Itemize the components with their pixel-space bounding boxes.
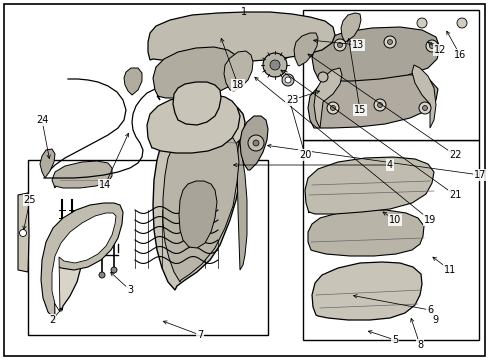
Text: 6: 6 [426, 305, 432, 315]
Text: 14: 14 [99, 180, 111, 190]
Circle shape [386, 40, 392, 45]
Polygon shape [307, 73, 437, 128]
Text: 2: 2 [49, 315, 55, 325]
Text: 17: 17 [473, 170, 485, 180]
Polygon shape [173, 82, 221, 125]
Circle shape [377, 103, 382, 108]
Circle shape [111, 267, 117, 273]
Text: 19: 19 [423, 215, 435, 225]
FancyBboxPatch shape [303, 140, 478, 340]
FancyBboxPatch shape [4, 4, 484, 356]
Polygon shape [163, 132, 239, 282]
Text: 16: 16 [453, 50, 465, 60]
Text: 22: 22 [448, 150, 460, 160]
Polygon shape [411, 65, 435, 128]
Circle shape [422, 105, 427, 111]
Polygon shape [224, 51, 252, 91]
Polygon shape [52, 161, 112, 188]
Polygon shape [152, 100, 244, 155]
Circle shape [263, 53, 286, 77]
Polygon shape [179, 181, 217, 248]
Polygon shape [237, 140, 246, 270]
Circle shape [418, 102, 430, 114]
Circle shape [416, 18, 426, 28]
Polygon shape [311, 262, 421, 320]
Polygon shape [293, 33, 317, 66]
Circle shape [317, 72, 327, 82]
Circle shape [425, 40, 437, 52]
Polygon shape [41, 203, 123, 320]
Text: 5: 5 [391, 335, 397, 345]
Circle shape [252, 140, 259, 146]
Text: 10: 10 [388, 215, 400, 225]
Text: 3: 3 [127, 285, 133, 295]
FancyBboxPatch shape [303, 10, 478, 140]
Polygon shape [153, 47, 240, 100]
Circle shape [20, 230, 26, 237]
Circle shape [247, 135, 264, 151]
Polygon shape [313, 68, 341, 128]
Text: 4: 4 [386, 160, 392, 170]
Text: 7: 7 [197, 330, 203, 340]
Circle shape [383, 36, 395, 48]
Circle shape [282, 74, 293, 86]
Polygon shape [340, 13, 360, 42]
Text: 18: 18 [231, 80, 244, 90]
Text: 9: 9 [431, 315, 437, 325]
Circle shape [285, 77, 290, 83]
Text: 21: 21 [448, 190, 460, 200]
Polygon shape [18, 193, 29, 272]
Polygon shape [147, 95, 240, 153]
Text: 11: 11 [443, 265, 455, 275]
Polygon shape [47, 238, 82, 310]
Text: 23: 23 [285, 95, 298, 105]
Text: 8: 8 [416, 340, 422, 350]
Text: 15: 15 [353, 105, 366, 115]
Polygon shape [153, 119, 243, 290]
Circle shape [333, 39, 346, 51]
Circle shape [337, 42, 342, 48]
Text: 24: 24 [36, 115, 48, 125]
Circle shape [456, 18, 466, 28]
Circle shape [330, 105, 335, 111]
Polygon shape [124, 68, 142, 95]
Text: 13: 13 [351, 40, 364, 50]
Circle shape [99, 272, 105, 278]
Circle shape [428, 44, 434, 49]
Polygon shape [40, 149, 55, 178]
Circle shape [326, 102, 338, 114]
FancyBboxPatch shape [28, 160, 267, 335]
Text: 20: 20 [298, 150, 310, 160]
Polygon shape [311, 27, 439, 81]
Text: 25: 25 [24, 195, 36, 205]
Text: 12: 12 [433, 45, 445, 55]
Circle shape [373, 99, 385, 111]
Polygon shape [307, 210, 423, 256]
Text: 1: 1 [241, 7, 246, 17]
Polygon shape [148, 12, 334, 62]
Polygon shape [305, 157, 433, 214]
Polygon shape [240, 116, 267, 170]
Circle shape [269, 60, 280, 70]
Polygon shape [52, 213, 116, 312]
